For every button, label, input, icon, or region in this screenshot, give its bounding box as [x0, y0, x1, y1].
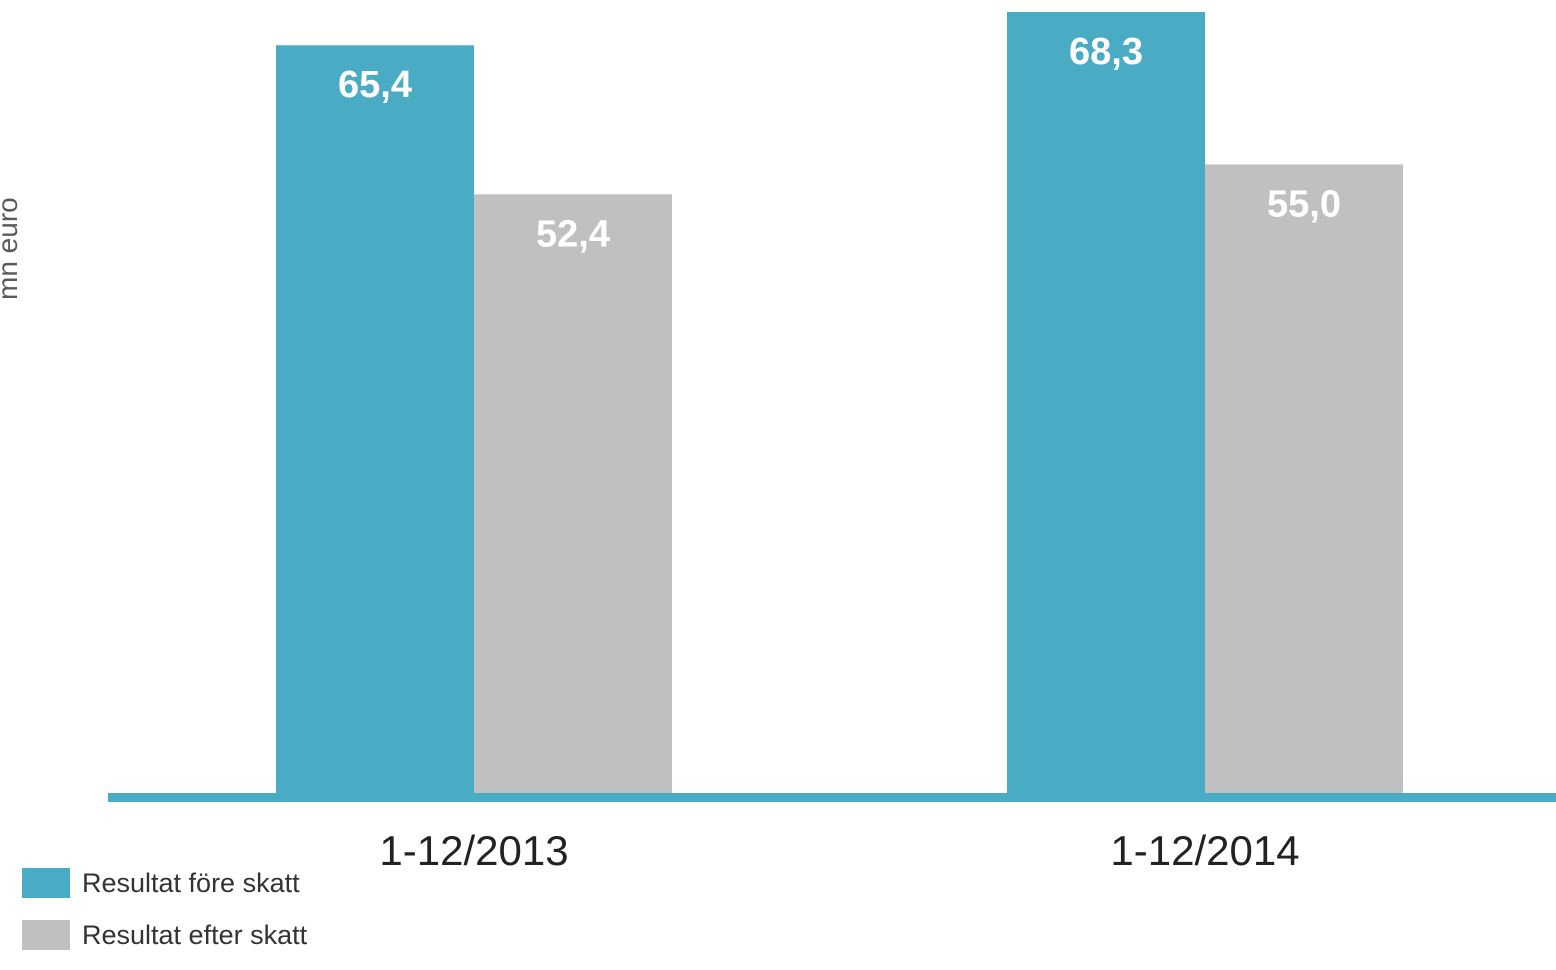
- data-label-after-tax-1: 55,0: [1267, 183, 1341, 225]
- data-label-before-tax-1: 68,3: [1069, 31, 1143, 73]
- chart: 65,4 52,4 1-12/2013 68,3 55,0 1-12/2014: [108, 12, 1556, 874]
- x-axis-line: [108, 793, 1556, 802]
- legend: Resultat före skatt Resultat efter skatt: [22, 866, 307, 970]
- x-tick-label-1: 1-12/2014: [1110, 827, 1299, 874]
- bar-before-tax-1: [1007, 12, 1205, 795]
- bar-after-tax-0: [474, 194, 672, 795]
- y-axis-label: mn euro: [0, 197, 23, 300]
- data-label-before-tax-0: 65,4: [338, 64, 412, 106]
- data-label-after-tax-0: 52,4: [536, 213, 610, 255]
- legend-swatch-before-tax: [22, 868, 70, 898]
- legend-item-after-tax: Resultat efter skatt: [22, 918, 307, 952]
- legend-swatch-after-tax: [22, 920, 70, 950]
- chart-svg: 65,4 52,4 1-12/2013 68,3 55,0 1-12/2014: [108, 12, 1556, 874]
- x-tick-label-0: 1-12/2013: [379, 827, 568, 874]
- bar-after-tax-1: [1205, 164, 1403, 796]
- legend-item-before-tax: Resultat före skatt: [22, 866, 307, 900]
- legend-label-after-tax: Resultat efter skatt: [82, 919, 308, 950]
- legend-label-before-tax: Resultat före skatt: [82, 867, 300, 898]
- bar-before-tax-0: [276, 45, 474, 796]
